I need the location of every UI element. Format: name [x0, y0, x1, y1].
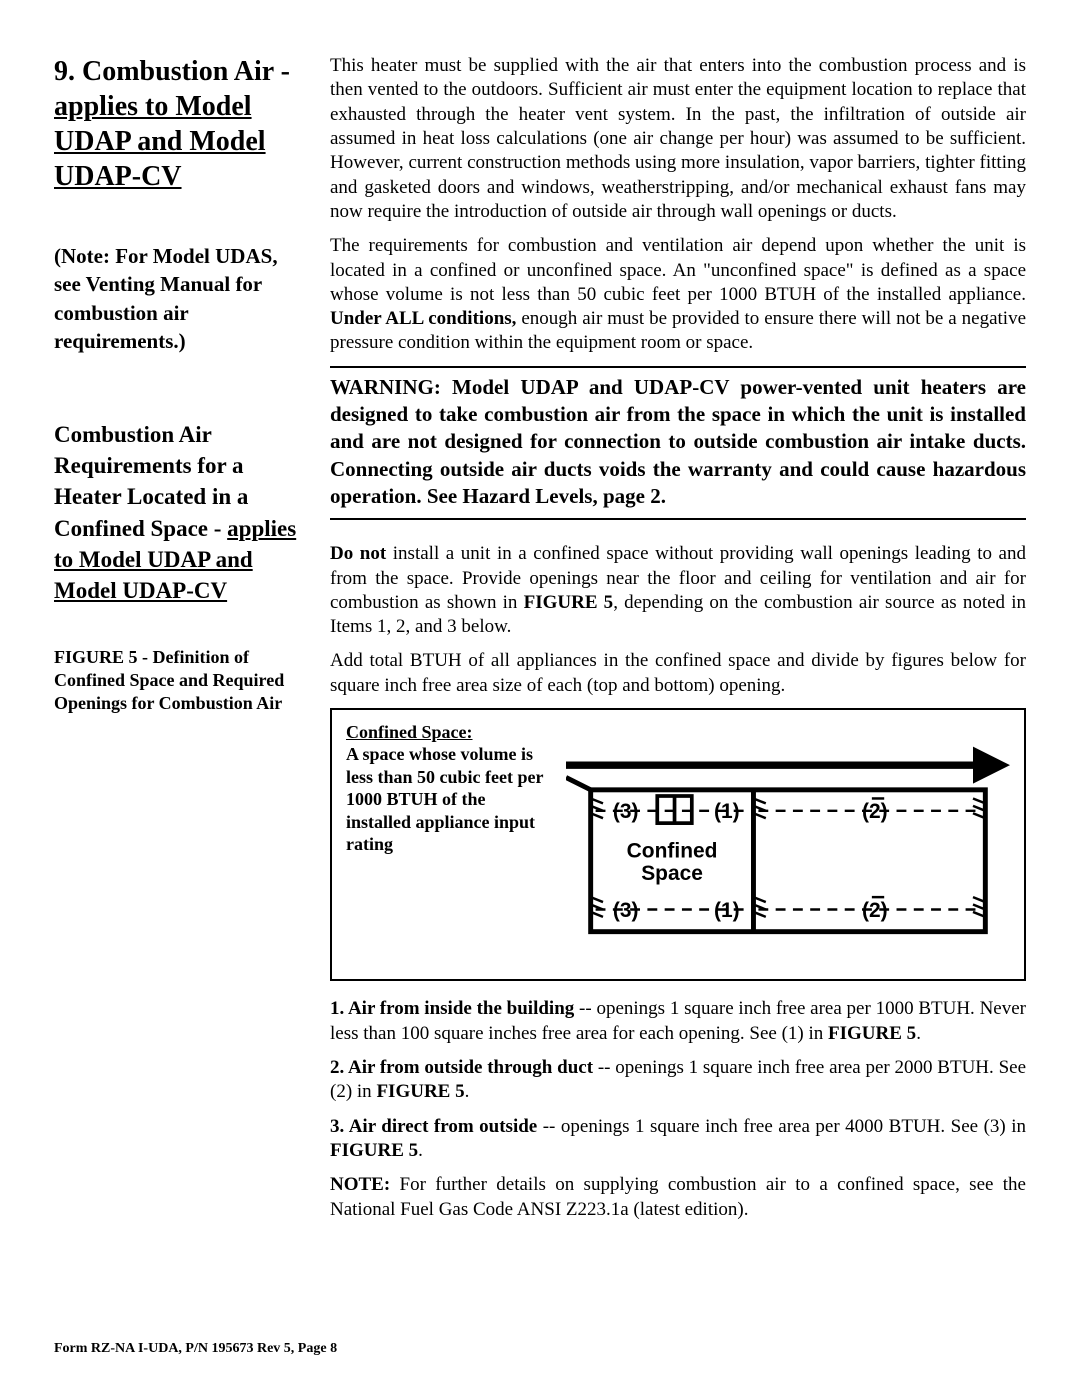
figure-5: Confined Space: A space whose volume is … [330, 708, 1026, 981]
label-2-bottom: (2) [862, 899, 888, 922]
para-2-bold: Under ALL conditions, [330, 308, 516, 329]
item-1: 1. Air from inside the building -- openi… [330, 997, 1026, 1046]
item-2-fig: FIGURE 5 [376, 1081, 464, 1102]
figure-definition-title: Confined Space: [346, 722, 473, 742]
item-3-post: . [418, 1140, 423, 1161]
para-2-pre: The requirements for combustion and vent… [330, 235, 1026, 305]
label-3-bottom: (3) [613, 899, 639, 922]
item-1-bold: 1. Air from inside the building [330, 998, 574, 1019]
item-1-fig: FIGURE 5 [828, 1023, 916, 1044]
label-confined: Confined [627, 840, 718, 863]
item-2-post: . [465, 1081, 470, 1102]
figure-definition: Confined Space: A space whose volume is … [346, 722, 546, 856]
warning-box: WARNING: Model UDAP and UDAP-CV power-ve… [330, 366, 1026, 520]
sub-heading: Combustion Air Requirements for a Heater… [54, 419, 306, 605]
figure-definition-body: A space whose volume is less than 50 cub… [346, 744, 543, 854]
label-1-top: (1) [714, 800, 740, 823]
left-column: 9. Combustion Air - applies to Model UDA… [54, 54, 306, 1232]
item-3-mid: -- openings 1 square inch free area per … [537, 1116, 1026, 1137]
note-2-bold: NOTE: [330, 1174, 390, 1195]
para-1: This heater must be supplied with the ai… [330, 54, 1026, 224]
figure-caption: FIGURE 5 - Definition of Confined Space … [54, 646, 306, 716]
figure-diagram: (3) (1) (2) (3) (1) (2) Confined Space [566, 722, 1010, 961]
para-4: Add total BTUH of all appliances in the … [330, 649, 1026, 698]
item-3-fig: FIGURE 5 [330, 1140, 418, 1161]
right-column: This heater must be supplied with the ai… [330, 54, 1026, 1232]
note-2: NOTE: For further details on supplying c… [330, 1173, 1026, 1222]
sub-heading-plain: Combustion Air Requirements for a Heater… [54, 422, 248, 540]
section-number: 9. [54, 56, 75, 87]
section-title-underline: applies to Model UDAP and Model UDAP-CV [54, 91, 266, 192]
label-3-top: (3) [613, 800, 639, 823]
label-space: Space [641, 862, 703, 885]
page-content: 9. Combustion Air - applies to Model UDA… [54, 54, 1026, 1232]
item-2: 2. Air from outside through duct -- open… [330, 1056, 1026, 1105]
section-title-plain: Combustion Air - [82, 56, 290, 87]
para-3: Do not install a unit in a confined spac… [330, 542, 1026, 639]
para-2: The requirements for combustion and vent… [330, 234, 1026, 356]
page-footer: Form RZ-NA I-UDA, P/N 195673 Rev 5, Page… [54, 1341, 337, 1357]
model-note: (Note: For Model UDAS, see Venting Manua… [54, 242, 306, 355]
para-3-bold: Do not [330, 543, 386, 564]
section-heading: 9. Combustion Air - applies to Model UDA… [54, 54, 306, 194]
item-2-bold: 2. Air from outside through duct [330, 1057, 593, 1078]
label-2-top: (2) [862, 800, 888, 823]
item-3: 3. Air direct from outside -- openings 1… [330, 1115, 1026, 1164]
item-3-bold: 3. Air direct from outside [330, 1116, 537, 1137]
warning-text: WARNING: Model UDAP and UDAP-CV power-ve… [330, 374, 1026, 510]
note-2-body: For further details on supplying combust… [330, 1174, 1026, 1219]
para-3-fig: FIGURE 5 [524, 592, 614, 613]
confined-space-diagram: (3) (1) (2) (3) (1) (2) Confined Space [566, 722, 1010, 956]
label-1-bottom: (1) [714, 899, 740, 922]
item-1-post: . [916, 1023, 921, 1044]
